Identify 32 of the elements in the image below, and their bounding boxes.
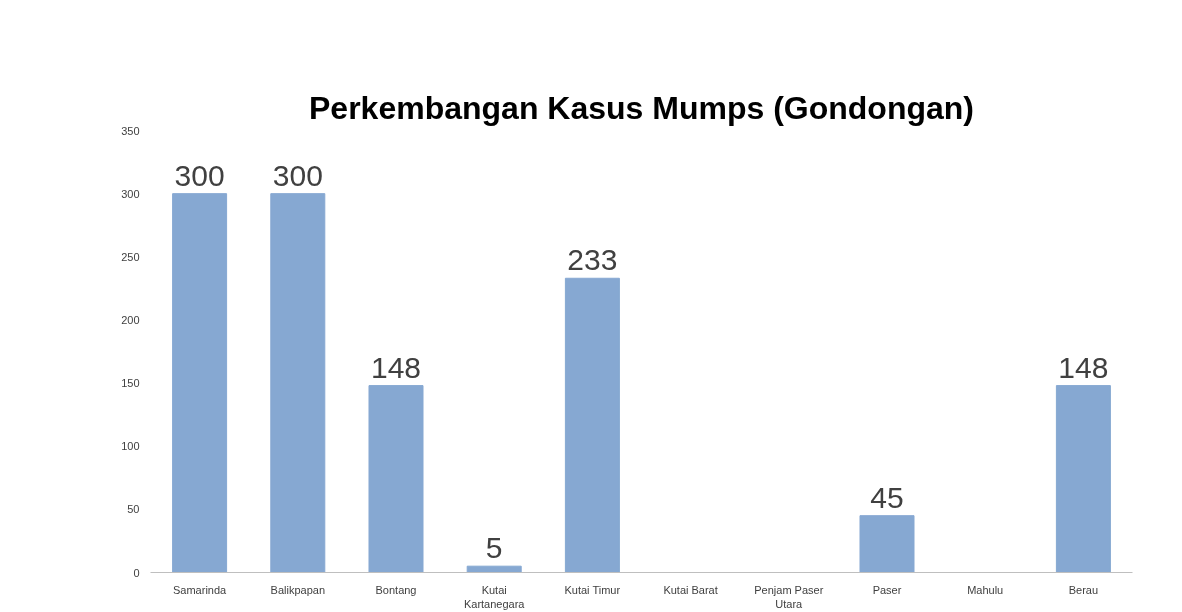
bar xyxy=(859,515,915,573)
x-tick-label: Mahulu xyxy=(967,583,1004,596)
y-tick-label: 150 xyxy=(121,377,140,390)
bar xyxy=(172,193,228,573)
x-tick-label: Samarinda xyxy=(173,583,228,596)
x-tick-label: Paser xyxy=(872,583,902,596)
bar xyxy=(270,193,326,573)
x-tick-label: Penjam Paser Utara xyxy=(754,583,824,610)
y-tick-label: 300 xyxy=(121,187,140,200)
chart-title: Perkembangan Kasus Mumps (Gondongan) xyxy=(309,89,974,126)
y-tick-label: 50 xyxy=(127,503,140,516)
y-tick-label: 350 xyxy=(121,124,140,137)
y-tick-label: 100 xyxy=(121,440,140,453)
bar xyxy=(1055,385,1111,573)
x-tick-label: Kutai Barat xyxy=(663,583,718,596)
y-tick-label: 200 xyxy=(121,313,140,326)
bar xyxy=(368,385,424,573)
data-label: 45 xyxy=(870,480,904,514)
x-tick-label: Kutai Timur xyxy=(564,583,621,596)
x-tick-label: Balikpapan xyxy=(270,583,326,596)
bar xyxy=(564,277,620,573)
data-label: 5 xyxy=(485,531,503,565)
y-tick-label: 0 xyxy=(133,566,140,579)
data-label: 300 xyxy=(272,158,323,192)
data-label: 148 xyxy=(370,350,422,384)
data-label: 148 xyxy=(1058,350,1109,384)
data-label: 300 xyxy=(174,158,225,192)
data-label: 233 xyxy=(567,243,618,277)
x-tick-label: Kutai Kartanegara xyxy=(463,583,526,610)
x-tick-label: Berau xyxy=(1068,583,1099,596)
y-tick-label: 250 xyxy=(121,250,140,263)
x-tick-label: Bontang xyxy=(375,583,417,596)
